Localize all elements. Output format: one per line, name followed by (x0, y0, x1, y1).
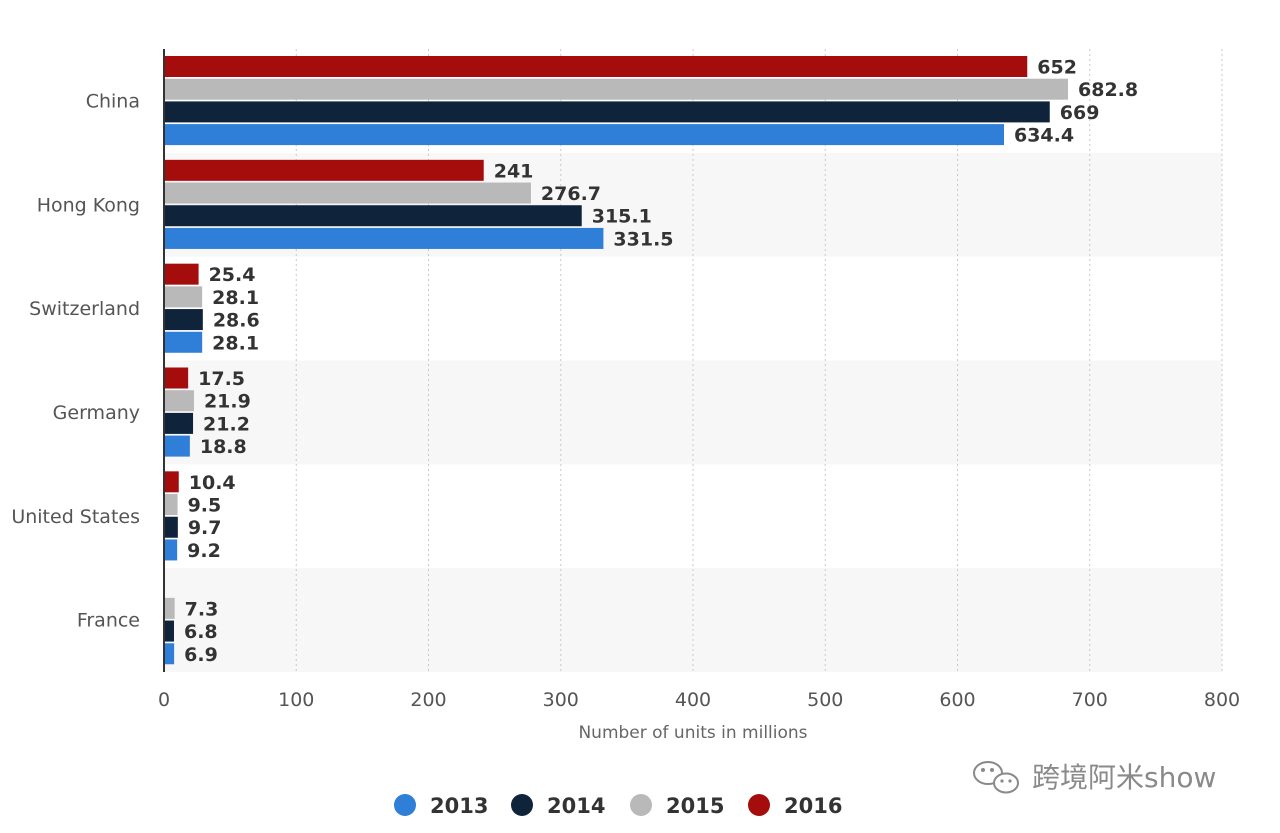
bar-2013 (165, 435, 190, 457)
data-label: 9.7 (188, 517, 222, 539)
data-label: 6.8 (184, 621, 218, 643)
data-label: 682.8 (1078, 79, 1138, 101)
data-label: 28.6 (213, 310, 260, 332)
category-label: China (86, 91, 140, 113)
data-label: 669 (1060, 102, 1100, 124)
data-label: 21.2 (203, 413, 250, 435)
category-label: France (77, 610, 140, 632)
data-label: 18.8 (200, 436, 247, 458)
data-label: 9.2 (187, 540, 221, 562)
x-tick-label: 0 (158, 689, 170, 711)
bar-2015 (165, 390, 194, 412)
bar-2016 (165, 367, 189, 389)
bar-2016 (165, 159, 484, 181)
bar-2015 (165, 286, 203, 308)
legend-marker (511, 794, 533, 816)
bar-2013 (165, 539, 178, 561)
data-label: 652 (1037, 57, 1077, 79)
bar-2014 (165, 101, 1050, 123)
data-label: 17.5 (198, 368, 245, 390)
category-labels: China Hong Kong Switzerland Germany United S… (11, 91, 140, 632)
legend-marker (630, 794, 652, 816)
data-label: 634.4 (1014, 125, 1074, 147)
category-label: United States (11, 506, 140, 528)
bar-2016 (165, 263, 199, 285)
data-label: 9.5 (188, 495, 222, 517)
gridlines (295, 49, 1223, 672)
x-tick-label: 400 (675, 689, 711, 711)
bars (165, 56, 1069, 665)
data-label: 241 (494, 160, 534, 182)
data-label: 10.4 (189, 472, 236, 494)
wechat-icon (973, 761, 1019, 794)
bar-2016 (165, 56, 1028, 77)
data-label: 276.7 (541, 183, 601, 205)
data-label: 21.9 (204, 391, 251, 413)
category-label: Switzerland (29, 298, 140, 320)
bar-2013 (165, 331, 203, 353)
bar-2013 (165, 227, 604, 249)
bar-2014 (165, 516, 178, 538)
x-axis-title: Number of units in millions (578, 723, 807, 743)
data-label: 7.3 (185, 598, 219, 620)
bar-2013 (165, 124, 1004, 146)
x-tick-label: 500 (807, 689, 843, 711)
data-label: 331.5 (613, 228, 673, 250)
bar-2014 (165, 205, 582, 227)
x-tick-label: 700 (1072, 689, 1108, 711)
bar-2014 (165, 620, 174, 642)
x-tick-label: 600 (939, 689, 975, 711)
category-band (164, 360, 1222, 465)
legend-marker (748, 794, 770, 816)
watermark-text: 跨境阿米show (1032, 761, 1216, 794)
data-label: 315.1 (592, 206, 652, 228)
value-labels: 652682.8669634.4241276.7315.1331.525.428… (184, 57, 1138, 666)
category-label: Hong Kong (37, 194, 140, 216)
data-label: 28.1 (212, 287, 259, 309)
x-tick-label: 800 (1204, 689, 1240, 711)
bar-2015 (165, 597, 175, 619)
data-label: 6.9 (184, 644, 218, 666)
bar-2015 (165, 494, 178, 516)
legend-label: 2016 (784, 794, 842, 818)
x-tick-label: 100 (278, 689, 314, 711)
legend: 2013 2014 2015 2016 (394, 794, 842, 818)
watermark: 跨境阿米show (973, 761, 1216, 794)
data-label: 25.4 (209, 264, 256, 286)
bar-2015 (165, 182, 531, 204)
legend-label: 2015 (666, 794, 724, 818)
bar-2014 (165, 412, 194, 434)
bar-2013 (165, 643, 175, 665)
category-label: Germany (53, 402, 140, 424)
bar-2014 (165, 309, 203, 331)
legend-marker (394, 794, 416, 816)
data-label: 28.1 (212, 332, 259, 354)
x-tick-label: 200 (410, 689, 446, 711)
bar-2016 (165, 471, 179, 493)
x-tick-label: 300 (543, 689, 579, 711)
legend-label: 2013 (430, 794, 488, 818)
bar-2015 (165, 78, 1069, 100)
x-axis-tick-labels: 0 100 200 300 400 500 600 700 800 (158, 689, 1240, 711)
legend-label: 2014 (547, 794, 605, 818)
